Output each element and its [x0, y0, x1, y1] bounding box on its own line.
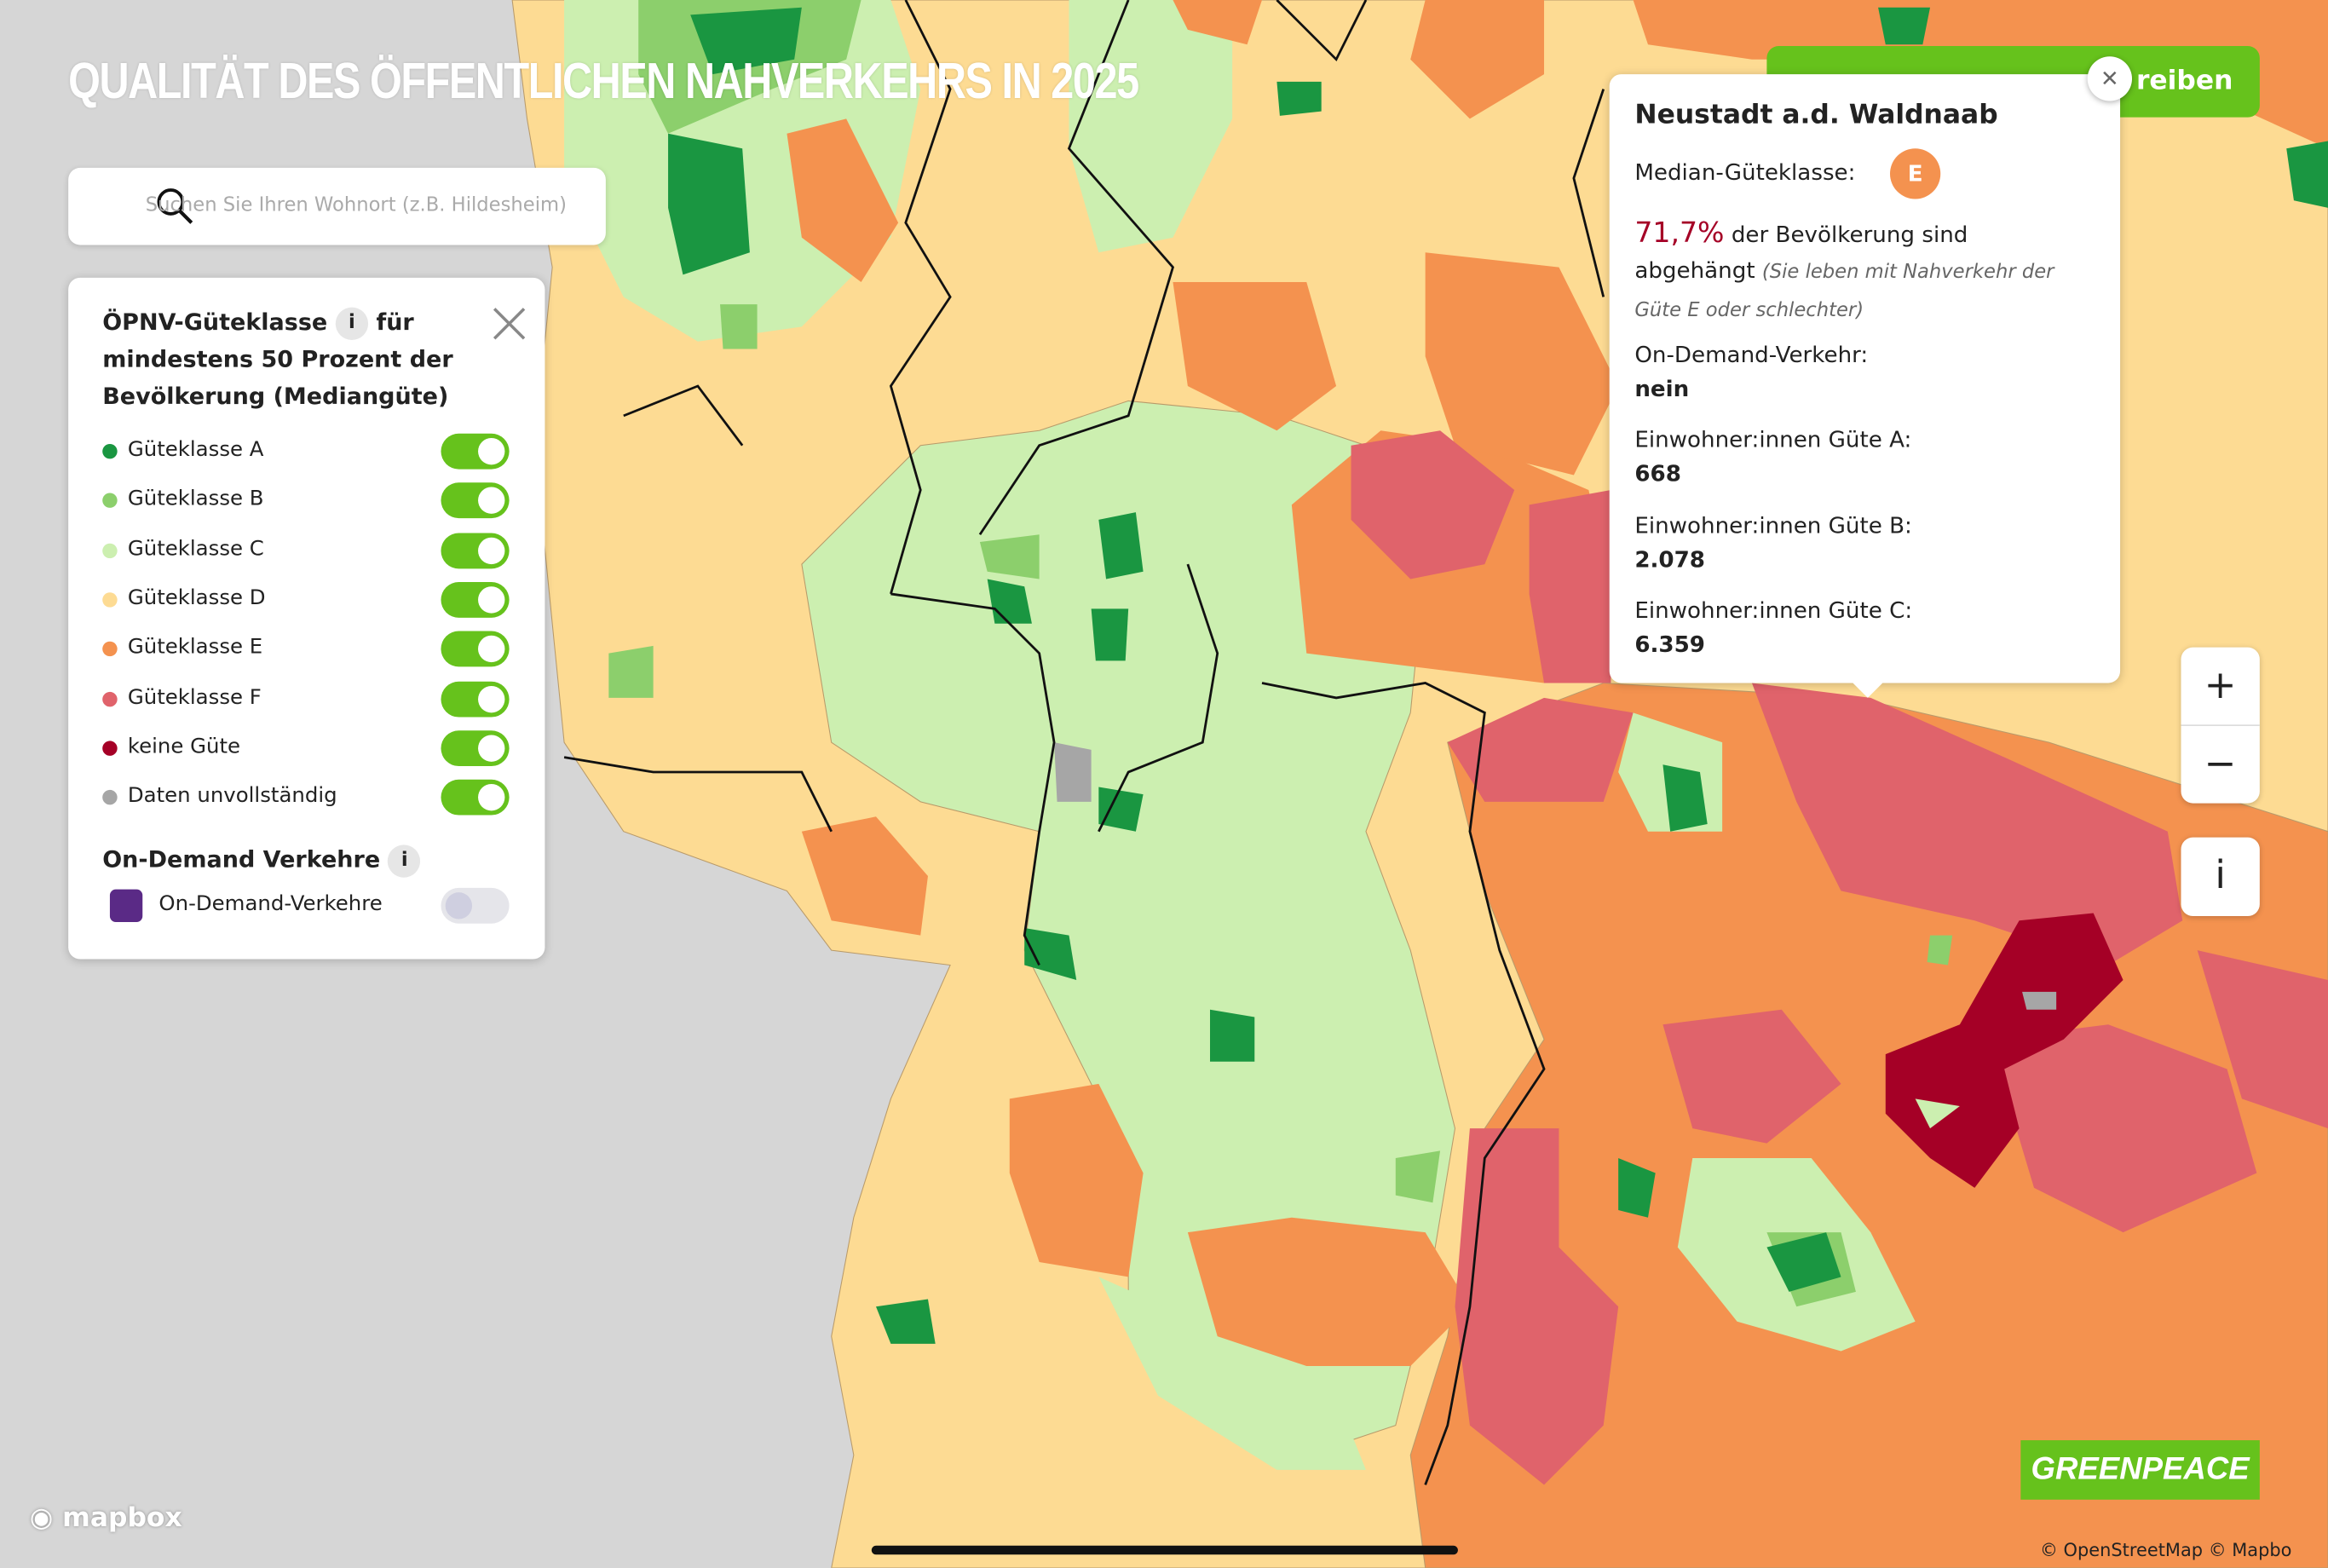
row-value: 6.359: [1634, 631, 1706, 658]
toggle[interactable]: [441, 433, 510, 470]
page-title: QUALITÄT DES ÖFFENTLICHEN NAHVERKEHRS IN…: [68, 53, 1139, 110]
attribution: © OpenStreetMap © Mapbo: [2040, 1540, 2291, 1560]
info-button[interactable]: i: [388, 844, 421, 877]
legend-label: Güteklasse C: [127, 537, 264, 561]
mapbox-attribution[interactable]: © Mapbo: [2208, 1539, 2292, 1561]
legend-item: Güteklasse A: [102, 433, 518, 470]
row-value: 2.078: [1634, 545, 1706, 573]
on-demand-heading: On-Demand Verkehre: [102, 846, 381, 873]
info-control[interactable]: i: [2181, 837, 2260, 917]
zoom-in[interactable]: +: [2181, 648, 2260, 727]
legend-label: Güteklasse E: [127, 636, 263, 660]
legend-item: keine Güte: [102, 729, 518, 766]
share-value: 71,7%: [1634, 216, 1725, 250]
legend-dot: [102, 443, 118, 459]
search-icon: [157, 188, 193, 224]
row-label: On-Demand-Verkehr:: [1634, 341, 1869, 369]
legend-item: Güteklasse E: [102, 631, 518, 667]
search-placeholder: Suchen Sie Ihren Wohnort (z.B. Hildeshei…: [145, 194, 567, 217]
row-value: nein: [1634, 375, 1690, 403]
legend-label: Güteklasse B: [127, 487, 264, 511]
toggle[interactable]: [441, 729, 510, 766]
legend-item: Güteklasse F: [102, 680, 518, 717]
info-button[interactable]: i: [335, 306, 369, 340]
median-label: Median-Güteklasse:: [1634, 159, 1856, 186]
legend-item: Güteklasse D: [102, 581, 518, 618]
osm-attribution[interactable]: © OpenStreetMap: [2039, 1539, 2204, 1561]
legend-dot: [102, 493, 118, 509]
legend-title-start: ÖPNV-Güteklasse: [102, 308, 328, 336]
legend-dot: [102, 741, 118, 756]
on-demand-item: On-Demand-Verkehre: [102, 887, 518, 924]
close-legend[interactable]: [492, 306, 527, 342]
row-label: Einwohner:innen Güte B:: [1634, 511, 1912, 539]
toggle[interactable]: [441, 532, 510, 568]
row-label: Einwohner:innen Güte C:: [1634, 597, 1913, 624]
legend-label: keine Güte: [127, 735, 241, 758]
on-demand-label: On-Demand-Verkehre: [158, 892, 383, 917]
zoom-control: + −: [2181, 647, 2260, 804]
median-badge: E: [1890, 148, 1941, 199]
toggle[interactable]: [441, 779, 510, 816]
greenpeace-logo[interactable]: GREENPEACE: [2020, 1440, 2260, 1500]
toggle[interactable]: [441, 680, 510, 717]
on-demand-title: On-Demand Verkehre i: [102, 842, 488, 879]
legend-label: Güteklasse A: [127, 437, 264, 462]
popup-title: Neustadt a.d. Waldnaab: [1634, 99, 1998, 131]
legend-item: Daten unvollständig: [102, 779, 518, 816]
mapbox-logo[interactable]: ◉ mapbox: [29, 1502, 182, 1534]
share-text: 71,7% der Bevölkerung sind abgehängt (Si…: [1634, 216, 2080, 330]
toggle[interactable]: [441, 581, 510, 618]
row-label: Einwohner:innen Güte A:: [1634, 426, 1912, 453]
search-box[interactable]: Suchen Sie Ihren Wohnort (z.B. Hildeshei…: [68, 167, 606, 245]
zoom-out[interactable]: −: [2204, 742, 2237, 787]
on-demand-icon: [109, 889, 143, 922]
mapbox-text: mapbox: [62, 1502, 182, 1534]
legend-dot: [102, 790, 118, 805]
legend-item: Güteklasse C: [102, 532, 518, 568]
toggle[interactable]: [441, 887, 510, 924]
legend-dot: [102, 592, 118, 608]
legend-title: ÖPNV-Güteklasse i für mindestens 50 Proz…: [102, 304, 488, 416]
row-value: 668: [1634, 460, 1681, 488]
legend-dot: [102, 542, 118, 558]
toggle[interactable]: [441, 631, 510, 667]
share-label: der Bevölkerung sind abgehängt: [1634, 221, 1968, 284]
share-note: (Sie leben mit Nahverkehr der Güte E ode…: [1634, 261, 2054, 323]
button-label: reiben: [2135, 65, 2233, 97]
legend-dot: [102, 691, 118, 706]
legend-panel: ÖPNV-Güteklasse i für mindestens 50 Proz…: [68, 277, 545, 960]
legend-title-end: für mindestens 50 Prozent der Bevölkerun…: [102, 308, 453, 410]
popup-close[interactable]: ✕: [2087, 56, 2133, 101]
legend-label: Güteklasse F: [127, 685, 262, 709]
region-popup: Neustadt a.d. Waldnaab Median-Güteklasse…: [1609, 56, 2133, 698]
legend-label: Daten unvollständig: [127, 784, 337, 809]
legend-label: Güteklasse D: [127, 586, 266, 610]
legend-dot: [102, 642, 118, 657]
toggle[interactable]: [441, 482, 510, 519]
legend-item: Güteklasse B: [102, 482, 518, 519]
